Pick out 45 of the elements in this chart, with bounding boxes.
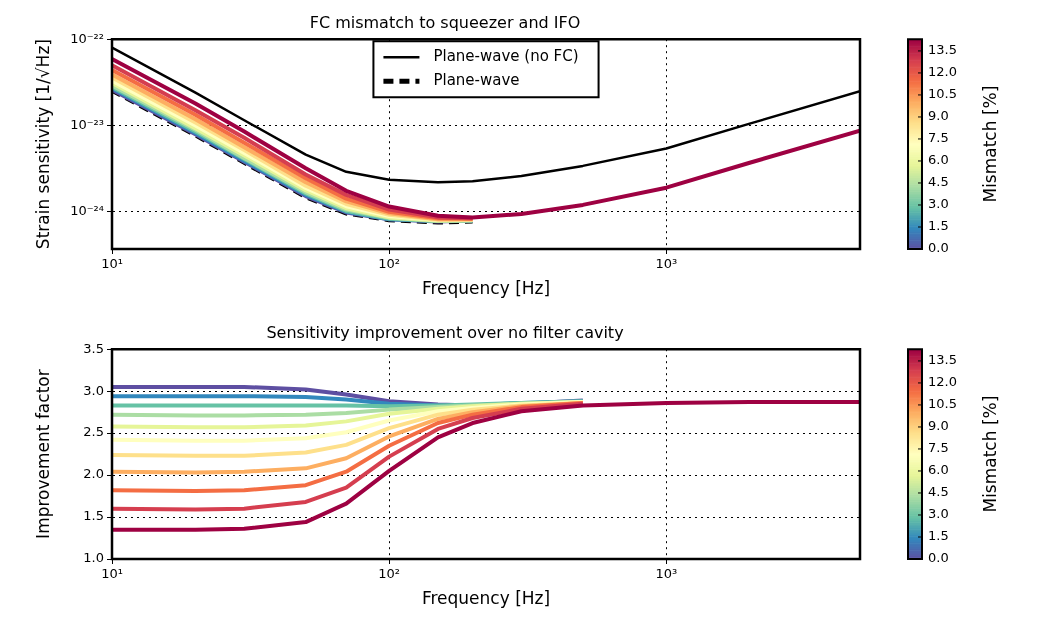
y-tick-label: 2.0 xyxy=(83,466,104,482)
y-tick-label: 3.5 xyxy=(83,340,104,356)
legend-label: Plane-wave (no FC) xyxy=(433,47,579,66)
color-bar-label: 1.5 xyxy=(928,218,949,234)
color-bar-label: 1.5 xyxy=(928,528,949,544)
color-bar-label: 3.0 xyxy=(928,196,949,212)
color-bar-label: 9.0 xyxy=(928,108,949,124)
color-bar-label: 0.0 xyxy=(928,240,949,256)
y-tick-label: 2.5 xyxy=(83,424,104,440)
color-bar-title: Mismatch [%] xyxy=(980,395,1001,513)
color-bar-label: 7.5 xyxy=(928,440,949,456)
y-axis-title: Improvement factor xyxy=(32,369,53,539)
color-bar-label: 12.0 xyxy=(928,64,957,80)
color-bar-label: 13.5 xyxy=(928,42,957,58)
color-bar-label: 12.0 xyxy=(928,374,957,390)
color-bar-label: 10.5 xyxy=(928,86,957,102)
legend-label: Plane-wave xyxy=(433,71,520,90)
y-tick-label: 1.5 xyxy=(83,508,104,524)
chart-title: Sensitivity improvement over no filter cavity xyxy=(266,322,624,342)
color-bar-label: 10.5 xyxy=(928,396,957,412)
color-bar-label: 9.0 xyxy=(928,418,949,434)
color-bar-label: 13.5 xyxy=(928,352,957,368)
color-bar-label: 7.5 xyxy=(928,130,949,146)
y-tick-label: 10⁻²² xyxy=(70,30,104,46)
y-tick-label: 10⁻²⁴ xyxy=(70,203,104,219)
color-bar-label: 0.0 xyxy=(928,550,949,566)
x-axis-title: Frequency [Hz] xyxy=(421,588,551,609)
x-tick-label: 10² xyxy=(378,256,401,272)
x-tick-label: 10¹ xyxy=(101,256,123,272)
color-bar-label: 4.5 xyxy=(928,174,949,190)
x-tick-label: 10¹ xyxy=(101,566,123,582)
chart-title: FC mismatch to squeezer and IFO xyxy=(309,12,581,32)
y-tick-label: 10⁻²³ xyxy=(70,116,104,132)
color-bar-label: 6.0 xyxy=(928,462,949,478)
x-tick-label: 10³ xyxy=(655,566,678,582)
x-tick-label: 10² xyxy=(378,566,401,582)
x-axis-title: Frequency [Hz] xyxy=(421,278,551,299)
y-tick-label: 1.0 xyxy=(83,550,104,566)
color-bar-label: 6.0 xyxy=(928,152,949,168)
color-bar-label: 4.5 xyxy=(928,484,949,500)
y-axis-title: Strain sensitivity [1/√Hz] xyxy=(32,39,53,250)
y-tick-label: 3.0 xyxy=(83,382,104,398)
color-bar-title: Mismatch [%] xyxy=(980,85,1001,203)
color-bar-label: 3.0 xyxy=(928,506,949,522)
x-tick-label: 10³ xyxy=(655,256,678,272)
